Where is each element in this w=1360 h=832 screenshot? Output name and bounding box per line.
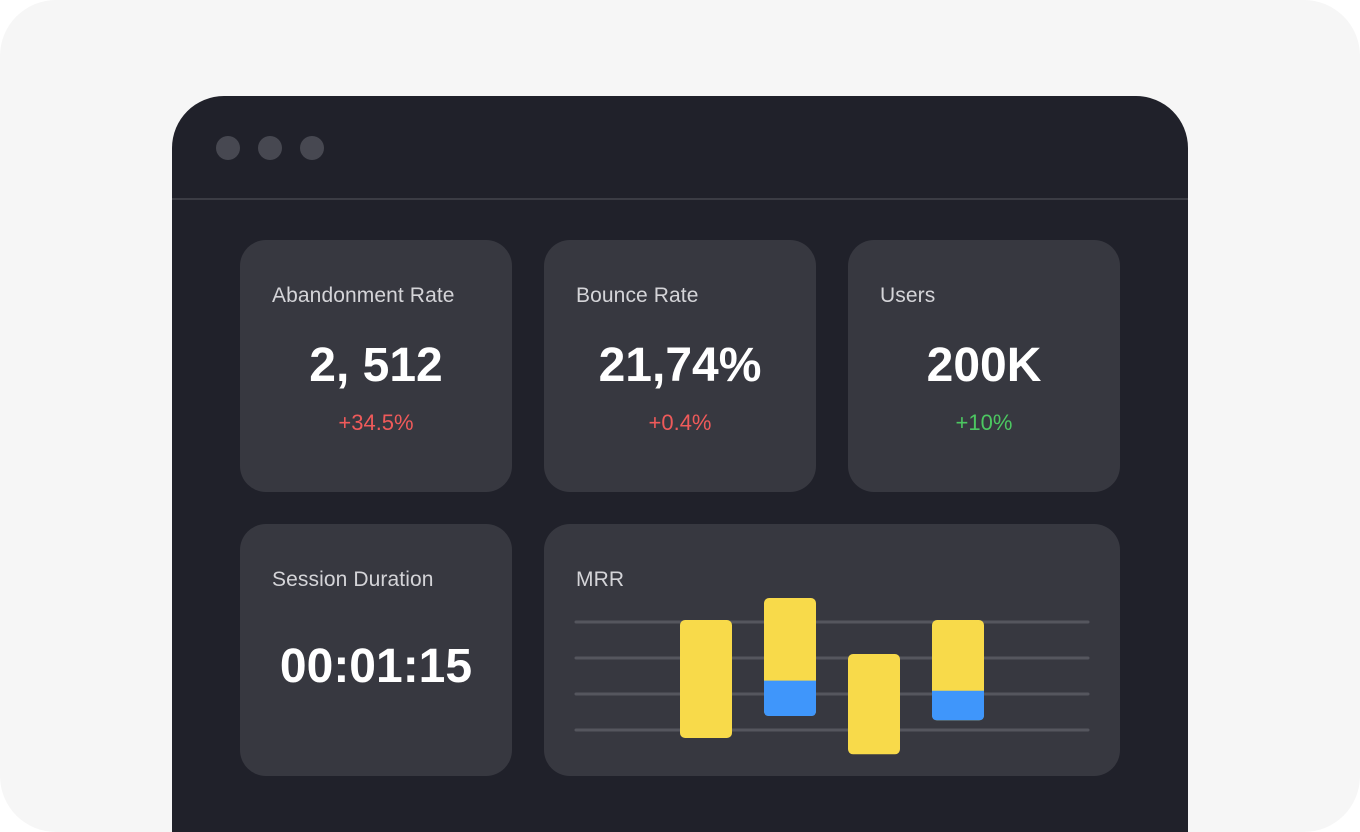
session-duration-value: 00:01:15: [279, 640, 473, 693]
mrr-bar-primary-segment[interactable]: [680, 620, 732, 738]
metric-card-bounce-rate[interactable]: Bounce Rate 21,74% +0.4%: [544, 240, 816, 492]
mrr-bar-primary-segment[interactable]: [848, 654, 900, 755]
mrr-card[interactable]: MRR: [544, 524, 1120, 776]
mrr-bar[interactable]: [848, 654, 900, 755]
session-duration-card[interactable]: Session Duration 00:01:15: [240, 524, 512, 776]
card-title: Users: [880, 284, 936, 307]
mrr-bar-secondary-segment[interactable]: [764, 680, 816, 716]
card-title: Bounce Rate: [576, 284, 699, 307]
card-title: Abandonment Rate: [272, 284, 455, 307]
card-value: 200K: [926, 339, 1042, 392]
metric-card-abandonment-rate[interactable]: Abandonment Rate 2, 512 +34.5%: [240, 240, 512, 492]
mrr-bar-secondary-segment[interactable]: [932, 690, 984, 721]
window-maximize-dot[interactable]: [300, 136, 324, 160]
card-title: MRR: [576, 568, 625, 591]
card-delta: +10%: [955, 410, 1013, 435]
metric-card-users[interactable]: Users 200K +10%: [848, 240, 1120, 492]
card-title: Session Duration: [272, 568, 434, 591]
app-window: Abandonment Rate 2, 512 +34.5% Bounce Ra…: [172, 96, 1188, 832]
mrr-bar[interactable]: [932, 620, 984, 721]
window-titlebar: [172, 96, 1188, 200]
card-value: 21,74%: [598, 339, 762, 392]
mrr-bar[interactable]: [764, 598, 816, 716]
window-close-dot[interactable]: [216, 136, 240, 160]
card-delta: +0.4%: [648, 410, 712, 435]
card-delta: +34.5%: [338, 410, 414, 435]
window-minimize-dot[interactable]: [258, 136, 282, 160]
mrr-bar[interactable]: [680, 620, 732, 738]
card-value: 2, 512: [309, 339, 443, 392]
mrr-bar-chart: [574, 598, 1090, 755]
